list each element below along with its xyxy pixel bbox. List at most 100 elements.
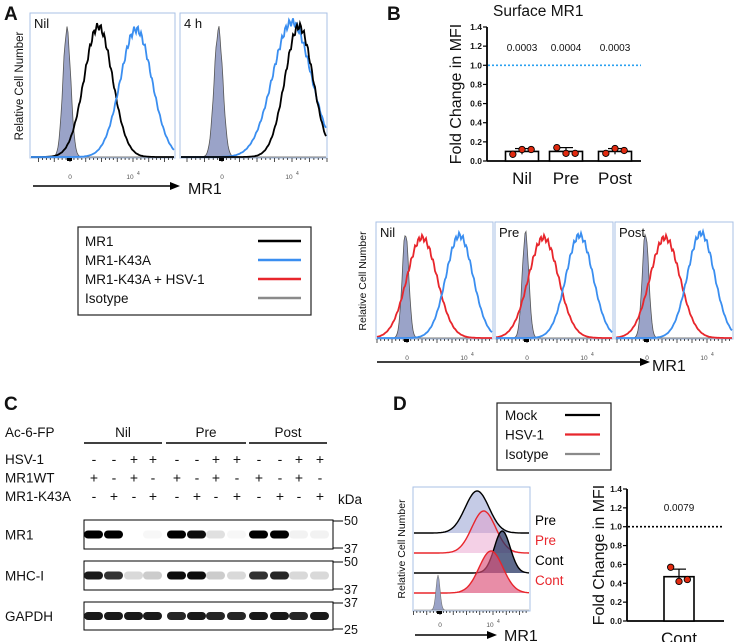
panel-c-row-label: MR1-K43A bbox=[5, 489, 71, 504]
panel-c-sign: - bbox=[92, 451, 97, 467]
panel-d-hist-curve-hsv-1 bbox=[414, 550, 529, 594]
panel-a-xlabel: MR1 bbox=[188, 181, 222, 198]
panel-a-nil-title: Nil bbox=[34, 16, 49, 31]
panel-a-4h-tick-label-0: 0 bbox=[220, 174, 224, 181]
panel-b-bar-y-tick-label: 0.2 bbox=[470, 137, 482, 147]
panel-c-band bbox=[289, 571, 308, 580]
panel-d-x-arrow-head bbox=[487, 631, 497, 639]
panel-d-bar-category-label: Cont bbox=[661, 629, 697, 642]
panel-b-bar-y-tick-label: 0.6 bbox=[470, 99, 482, 109]
panel-a-ylabel: Relative Cell Number bbox=[14, 32, 26, 141]
panel-b-hist-nil-curve-mr1-k43a bbox=[377, 229, 493, 339]
panel-c-sign: + bbox=[90, 470, 98, 486]
panel-b-hist-nil-title: Nil bbox=[380, 225, 395, 240]
panel-b-hist-pre-tick-label-1e4: 10 bbox=[580, 355, 588, 362]
panel-c-sign: - bbox=[257, 451, 262, 467]
panel-b-hist-post-curve-mr1-k43a bbox=[616, 227, 733, 339]
panel-b-hist-nil-zero-marker bbox=[404, 339, 409, 342]
legend-d-item-label: Mock bbox=[505, 408, 538, 423]
panel-c-sign: + bbox=[316, 451, 324, 467]
panel-c-sign: + bbox=[110, 488, 118, 504]
panel-b-hist-post-frame bbox=[614, 221, 734, 340]
panel-d-bar-y-tick-label: 0.0 bbox=[610, 616, 622, 626]
panel-b-bar-data-point bbox=[553, 143, 561, 152]
panel-c-sign: + bbox=[130, 451, 138, 467]
panel-c-sign: - bbox=[257, 488, 262, 504]
panel-c-band bbox=[187, 571, 206, 580]
panel-c-marker-label: 37 bbox=[344, 596, 358, 610]
panel-d-hist-curve-mock bbox=[414, 490, 529, 534]
panel-a-4h-title: 4 h bbox=[184, 16, 202, 31]
panel-c-sign: - bbox=[235, 470, 240, 486]
panel-c-band bbox=[227, 571, 246, 580]
panel-d-hist-label: Pre bbox=[535, 533, 556, 548]
panel-c-row-label: MR1WT bbox=[5, 471, 55, 486]
panel-d-bar-p-value: 0.0079 bbox=[664, 503, 695, 514]
legend-d-item-label: HSV-1 bbox=[505, 428, 544, 443]
panel-c-sign: + bbox=[173, 470, 181, 486]
panel-c-band bbox=[249, 612, 268, 620]
panel-b-xlabel: MR1 bbox=[652, 358, 686, 375]
panel-c-sign: - bbox=[278, 451, 283, 467]
panel-a-nil-isotype-curve bbox=[31, 26, 174, 158]
panel-c-band bbox=[187, 612, 206, 620]
panel-b-bar-data-point bbox=[562, 149, 570, 157]
panel-c-band bbox=[143, 530, 162, 539]
panel-c-sign: - bbox=[151, 470, 156, 486]
panel-d-bar-data-point bbox=[667, 563, 675, 571]
panel-c-band bbox=[84, 571, 103, 580]
panel-c-blot-label: MHC-I bbox=[5, 569, 44, 584]
panel-c-sign: + bbox=[149, 451, 157, 467]
panel-c-band bbox=[104, 530, 123, 539]
panel-b-bar-data-point bbox=[611, 144, 619, 153]
panel-c-sign: + bbox=[149, 488, 157, 504]
panel-c-band bbox=[270, 530, 289, 539]
panel-b-hist-nil-frame bbox=[375, 221, 494, 340]
panel-c-sign: + bbox=[233, 451, 241, 467]
panel-b-hist-post-tick-label-1e4-exp: 4 bbox=[711, 352, 714, 358]
panel-c-band bbox=[84, 530, 103, 539]
panel-c-sign: - bbox=[297, 488, 302, 504]
panel-b-hist-pre-tick-label-1e4-exp: 4 bbox=[591, 352, 594, 358]
panel-c-marker-label: 25 bbox=[344, 623, 358, 637]
panel-b-bar-category-label: Nil bbox=[512, 169, 532, 188]
panel-c-band bbox=[143, 612, 162, 620]
panel-c-sign: + bbox=[233, 488, 241, 504]
panel-a-4h-tick-label-1e4: 10 bbox=[285, 174, 293, 181]
panel-d-hist-fill bbox=[414, 551, 529, 593]
panel-b-bar-y-tick-label: 0.0 bbox=[470, 156, 482, 166]
panel-b-bar-y-tick-label: 0.4 bbox=[470, 118, 482, 128]
panel-a-4h-tick-label-1e4-exp: 4 bbox=[296, 171, 299, 177]
panel-d-hist-label: Pre bbox=[535, 513, 556, 528]
panel-d-bar-data-point bbox=[675, 577, 683, 586]
panel-b-bar-y-tick-label: 1.2 bbox=[470, 41, 482, 51]
panel-c-sign: - bbox=[92, 488, 97, 504]
panel-c-band bbox=[310, 612, 329, 620]
panel-c-sign: + bbox=[276, 488, 284, 504]
panel-c-band bbox=[270, 571, 289, 580]
panel-b-hist-post-tick-label-0: 0 bbox=[645, 355, 649, 362]
panel-d-hist-ylabel: Relative Cell Number bbox=[396, 499, 408, 599]
panel-b-bar-y-tick-label: 1.0 bbox=[470, 60, 482, 70]
panel-c-treatment-label: Ac-6-FP bbox=[5, 425, 55, 440]
panel-c-sign: + bbox=[212, 451, 220, 467]
panel-d-hist-label: Cont bbox=[535, 573, 564, 588]
panel-a-nil-zero-marker bbox=[67, 158, 72, 161]
panel-b-hist-nil-tick-label-1e4-exp: 4 bbox=[471, 352, 474, 358]
panel-b-hist-post-tick-label-1e4: 10 bbox=[700, 355, 708, 362]
panel-c-band bbox=[167, 530, 186, 539]
legend-d-item-label: Isotype bbox=[505, 447, 549, 462]
panel-d-ylabel: Fold Change in MFI bbox=[591, 485, 608, 626]
panel-c-band bbox=[124, 571, 143, 580]
panel-c-marker-label: 37 bbox=[344, 583, 358, 597]
panel-b-hist-pre-curve-mr1-k43a bbox=[496, 229, 613, 339]
panel-c-group-post: Post bbox=[274, 425, 301, 440]
panel-c-sign: + bbox=[130, 470, 138, 486]
panel-b-hist-post-title: Post bbox=[619, 225, 645, 240]
panel-b-bar-data-point bbox=[602, 149, 610, 157]
panel-d-bar-y-tick-label: 1.0 bbox=[610, 522, 622, 532]
panel-d-bar-y-tick-label: 0.2 bbox=[610, 597, 622, 607]
panel-b-bar-p-value: 0.0003 bbox=[507, 43, 538, 54]
panel-d-hist-label: Cont bbox=[535, 553, 564, 568]
panel-a-4h-zero-marker bbox=[219, 158, 224, 161]
